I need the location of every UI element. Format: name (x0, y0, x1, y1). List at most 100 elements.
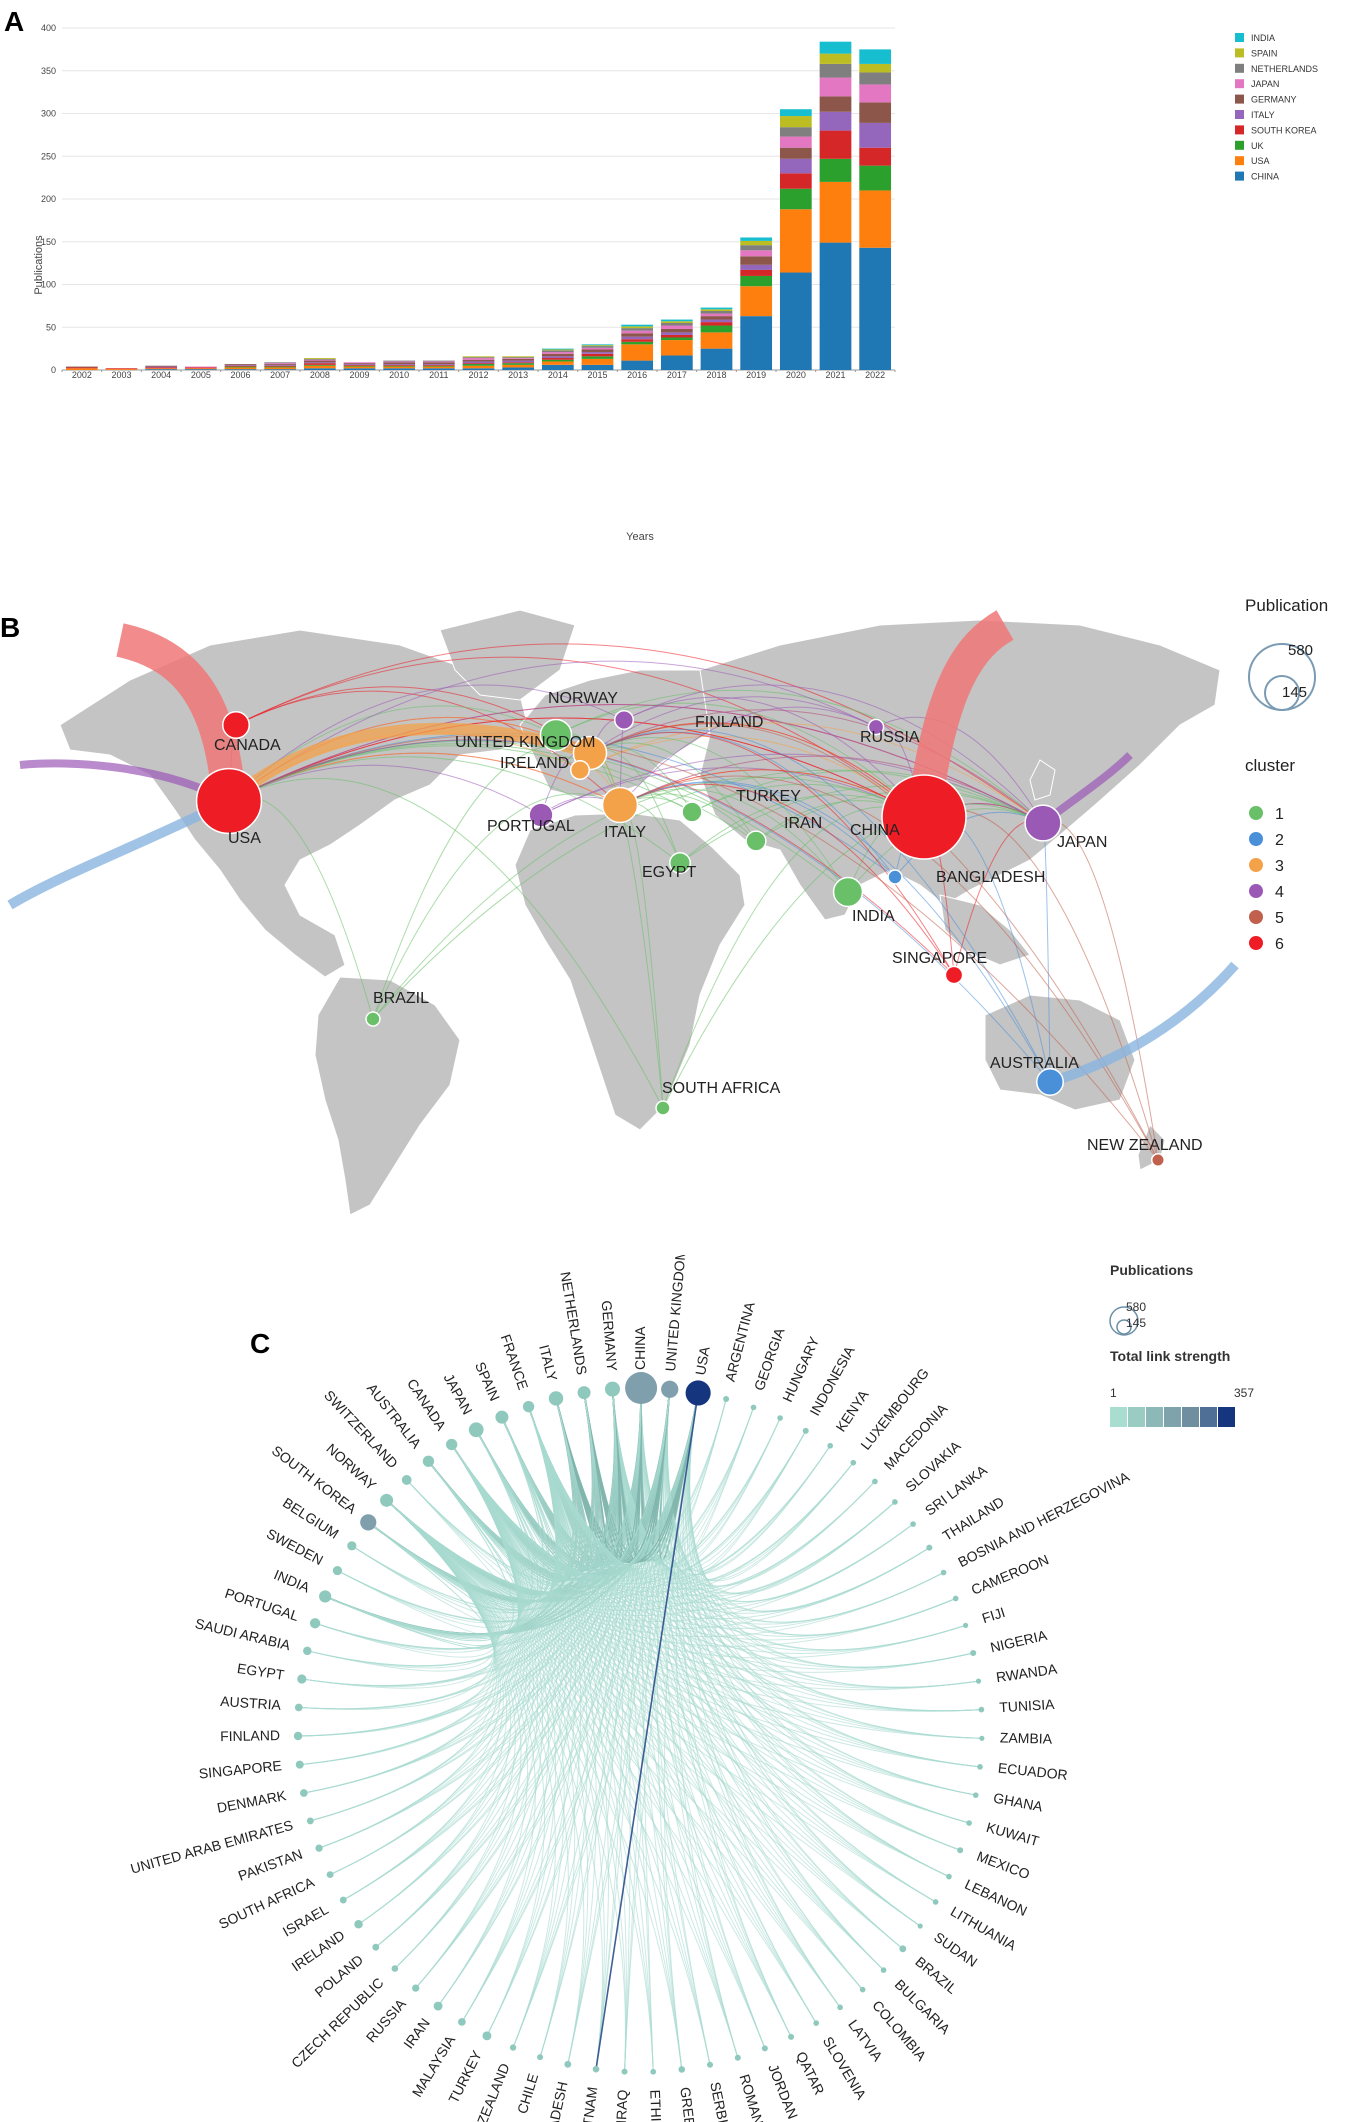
bar-2010-germany (383, 362, 416, 365)
chord-label-usa: USA (692, 1345, 713, 1377)
node-south-africa (655, 1100, 671, 1116)
legend-pub-circle-large (1109, 1306, 1139, 1336)
chord-united-kingdom-lebanon (666, 1389, 950, 1878)
bar-2019-china (740, 316, 773, 370)
chord-node-serbia (707, 2061, 714, 2068)
legend-cluster-title: cluster (1245, 756, 1295, 775)
legend-label-spain: SPAIN (1251, 48, 1277, 58)
bar-2015-usa (581, 358, 614, 365)
chord-node-portugal (309, 1618, 321, 1629)
bar-2007-germany (264, 364, 297, 365)
legend-pub-value-580: 580 (1126, 1300, 1146, 1314)
bar-2009-china (343, 368, 376, 370)
bar-2009-usa (343, 366, 376, 369)
x-tick-label-2019: 2019 (746, 370, 766, 380)
link-portugal-usa (228, 764, 542, 816)
chord-node-pakistan (315, 1844, 323, 1852)
legend-cluster-dot-6 (1249, 936, 1263, 950)
legend-strength-swatch-5 (1182, 1407, 1199, 1427)
label-norway: NORWAY (548, 690, 618, 707)
chord-node-nigeria (970, 1649, 977, 1656)
y-tick-label-50: 50 (46, 322, 56, 332)
chord-label-mexico: MEXICO (975, 1848, 1032, 1882)
label-new-zealand: NEW ZEALAND (1087, 1137, 1203, 1154)
bar-2008-china (303, 368, 336, 370)
y-tick-label-350: 350 (41, 66, 56, 76)
bar-2013-netherlands (502, 357, 535, 359)
legend-label-india: INDIA (1251, 33, 1275, 43)
label-singapore: SINGAPORE (892, 950, 987, 967)
link-russia-italy (619, 706, 877, 806)
chord-node-united-arab-emirates (306, 1817, 314, 1825)
bar-2014-germany (541, 353, 574, 357)
bar-2010-netherlands (383, 360, 416, 362)
bar-2017-netherlands (660, 322, 693, 326)
chord-label-tunisia: TUNISIA (999, 1696, 1056, 1715)
chord-label-turkey: TURKEY (445, 2047, 485, 2106)
country-chord-diagram: USA ARGENTINAGEORGIAHUNGARYINDONESIAKENYA… (129, 1255, 1255, 2122)
node-bangladesh (887, 869, 903, 885)
link-australia-usa-wrap-east (1048, 961, 1239, 1087)
chord-node-sweden (332, 1565, 343, 1576)
bar-2017-south-korea (660, 334, 693, 338)
chord-label-china: CHINA (632, 1326, 648, 1370)
bar-2014-china (541, 364, 574, 370)
legend-label-germany: GERMANY (1251, 95, 1297, 105)
y-axis-ticks: 0 50 100 150 200 250 300 350 400 (41, 23, 56, 375)
chord-node-malaysia (458, 2018, 466, 2026)
bar-2008-netherlands (303, 358, 336, 360)
bar-2012-germany (462, 359, 495, 362)
bar-2013-uk (502, 363, 535, 365)
chord-node-sudan (917, 1923, 923, 1929)
chord-usa-qatar (681, 1392, 792, 2038)
north-america-land (59, 629, 531, 978)
y-tick-label-200: 200 (41, 194, 56, 204)
chord-label-romania: ROMANIA (737, 2072, 771, 2122)
bar-2018-japan (700, 313, 733, 317)
bar-2003-south-korea (105, 368, 138, 370)
chord-label-zambia: ZAMBIA (1000, 1729, 1053, 1746)
chord-node-lithuania (932, 1899, 939, 1905)
chord-label-chile: CHILE (514, 2072, 541, 2116)
bar-stacks (65, 41, 892, 370)
chord-node-hungary (777, 1415, 783, 1421)
south-america-land (314, 976, 461, 1216)
node-singapore (944, 965, 964, 985)
chord-label-czech-republic: CZECH REPUBLIC (288, 1974, 387, 2071)
chord-label-rwanda: RWANDA (995, 1660, 1059, 1685)
label-china: CHINA (850, 822, 900, 839)
label-india: INDIA (852, 908, 895, 925)
x-tick-label-2020: 2020 (786, 370, 806, 380)
bar-2015-spain (581, 345, 614, 347)
chord-label-austria: AUSTRIA (220, 1693, 282, 1713)
link-india-united-kingdom (589, 737, 849, 893)
bar-2021-india (819, 41, 852, 54)
panel-label-b: B (0, 612, 21, 643)
chord-label-israel: ISRAEL (280, 1901, 331, 1940)
bar-2018-south-korea (700, 322, 733, 326)
bar-2022-netherlands (859, 72, 892, 85)
node-brazil (365, 1011, 381, 1027)
chord-germany-sudan (611, 1389, 921, 1927)
bar-2014-netherlands (541, 350, 574, 353)
chord-norway-singapore (299, 1499, 496, 1766)
bar-2022-usa (859, 190, 892, 248)
bar-2012-china (462, 368, 495, 370)
chord-node-australia (422, 1455, 435, 1467)
legend-label-usa: USA (1251, 156, 1270, 166)
bar-2008-uk (303, 364, 336, 366)
bar-2015-japan (581, 347, 614, 350)
chord-united-kingdom-latvia (665, 1389, 841, 2008)
legend-cluster-label-3: 3 (1275, 858, 1284, 875)
chord-label-netherlands: NETHERLANDS (557, 1270, 590, 1375)
chord-node-lebanon (946, 1873, 952, 1880)
node-iran (745, 830, 767, 852)
bar-2021-south-korea (819, 130, 852, 159)
bar-2021-usa (819, 181, 852, 243)
legend-size-title: Publication (1245, 596, 1328, 615)
x-axis-ticks: 2002 2003 2004 2005 2006 2007 2008 2009 2010 2011… (61, 370, 896, 380)
bar-2008-usa (303, 365, 336, 369)
legend-size-circle-small (1264, 675, 1300, 711)
chord-node-belgium (347, 1541, 357, 1551)
chord-node-iran (433, 2001, 443, 2011)
